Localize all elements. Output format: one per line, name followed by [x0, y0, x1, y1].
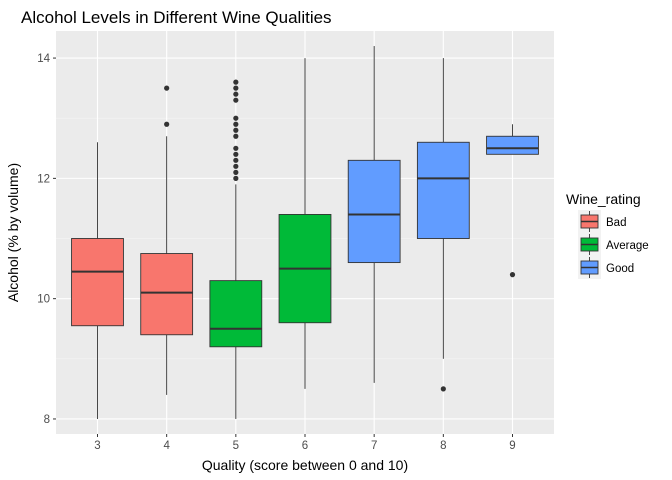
outlier-point — [233, 163, 239, 169]
legend: Wine_rating Bad Average Good — [566, 191, 649, 279]
legend-item-bad: Bad — [578, 210, 626, 233]
legend-label: Good — [606, 263, 634, 275]
outlier-point — [164, 85, 170, 91]
box-body — [209, 280, 263, 348]
outlier-point — [233, 79, 239, 85]
box-body — [486, 135, 539, 155]
x-tick-label: 4 — [163, 440, 170, 452]
legend-title: Wine_rating — [566, 191, 641, 207]
outlier-point — [233, 157, 239, 163]
outlier-point — [233, 97, 239, 103]
box-9 — [486, 124, 539, 278]
legend-item-good: Good — [578, 256, 634, 279]
box-body — [71, 238, 124, 327]
outlier-point — [233, 85, 239, 91]
box-body — [416, 141, 470, 239]
legend-item-average: Average — [578, 233, 649, 256]
y-tick-label: 12 — [37, 173, 50, 185]
outlier-point — [440, 386, 446, 392]
outlier-point — [233, 133, 239, 139]
y-tick-label: 10 — [37, 294, 50, 306]
outlier-point — [233, 151, 239, 157]
outlier-point — [233, 121, 239, 127]
outlier-point — [164, 121, 170, 127]
box-body — [140, 253, 194, 336]
outlier-point — [233, 145, 239, 151]
y-tick-label: 8 — [44, 414, 50, 426]
box-7 — [347, 46, 401, 383]
box-3 — [71, 142, 124, 419]
box-5 — [209, 79, 263, 419]
legend-label: Average — [606, 240, 649, 252]
y-axis-title: Alcohol (% by volume) — [5, 163, 21, 302]
x-tick-label: 7 — [371, 440, 377, 452]
x-tick-label: 6 — [302, 440, 308, 452]
outlier-point — [233, 169, 239, 175]
box-body — [347, 159, 401, 264]
outlier-point — [509, 272, 516, 278]
outlier-point — [233, 175, 239, 181]
x-axis-ticks: 3 4 5 6 7 8 9 — [94, 434, 516, 452]
chart-title: Alcohol Levels in Different Wine Qualiti… — [21, 8, 332, 27]
x-tick-label: 8 — [440, 440, 446, 452]
outlier-point — [233, 91, 239, 97]
box-8 — [416, 58, 470, 392]
box-series — [71, 46, 539, 419]
outlier-point — [233, 115, 239, 121]
box-4 — [140, 85, 194, 395]
y-axis-ticks: 8 10 12 14 — [37, 53, 56, 426]
x-axis-title: Quality (score between 0 and 10) — [202, 457, 408, 473]
y-tick-label: 14 — [37, 53, 50, 65]
box-6 — [278, 58, 332, 389]
legend-label: Bad — [606, 217, 626, 229]
x-tick-label: 9 — [509, 440, 515, 452]
x-tick-label: 3 — [94, 440, 100, 452]
x-tick-label: 5 — [233, 440, 239, 452]
outlier-point — [233, 127, 239, 133]
